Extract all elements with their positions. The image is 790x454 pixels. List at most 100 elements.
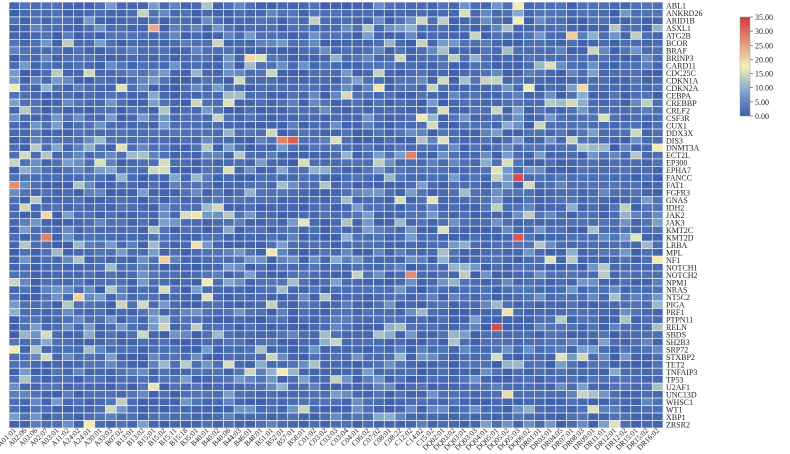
- heatmap-cell: [51, 240, 63, 249]
- heatmap-cell: [19, 308, 31, 317]
- heatmap-cell: [362, 68, 374, 78]
- heatmap-cell: [651, 285, 664, 294]
- heatmap-cell: [383, 91, 396, 100]
- heatmap-cell: [30, 61, 42, 70]
- heatmap-cell: [458, 16, 471, 25]
- heatmap-cell: [40, 405, 53, 414]
- heatmap-cell: [373, 24, 385, 33]
- heatmap-cell: [341, 397, 353, 406]
- heatmap-cell: [341, 151, 353, 160]
- heatmap-cell: [587, 375, 599, 384]
- heatmap-cell: [362, 106, 374, 115]
- heatmap-cell: [287, 76, 299, 85]
- heatmap-cell: [83, 121, 96, 130]
- heatmap-cell: [619, 1, 632, 10]
- heatmap-cell: [62, 352, 74, 362]
- heatmap-cell: [19, 76, 31, 85]
- heatmap-cell: [212, 308, 224, 317]
- heatmap-cell: [544, 352, 557, 362]
- heatmap-cell: [212, 285, 224, 294]
- heatmap-cell: [190, 218, 203, 227]
- heatmap-cell: [105, 106, 117, 115]
- heatmap-cell: [555, 46, 567, 55]
- heatmap-cell: [115, 203, 128, 212]
- heatmap-cell: [555, 54, 567, 63]
- heatmap-cell: [373, 46, 385, 55]
- heatmap-cell: [73, 367, 85, 376]
- heatmap-cell: [491, 24, 503, 33]
- heatmap-cell: [62, 121, 74, 130]
- heatmap-cell: [212, 397, 224, 406]
- heatmap-cell: [8, 397, 21, 406]
- heatmap-cell: [8, 113, 21, 122]
- heatmap-cell: [158, 255, 171, 264]
- heatmap-cell: [19, 121, 31, 130]
- heatmap-cell: [598, 210, 610, 220]
- heatmap-cell: [555, 68, 567, 78]
- heatmap-cell: [83, 46, 96, 55]
- heatmap-cell: [266, 1, 278, 10]
- heatmap-cell: [512, 113, 524, 122]
- heatmap-cell: [566, 166, 578, 175]
- heatmap-cell: [73, 285, 85, 294]
- heatmap-cell: [405, 382, 417, 391]
- heatmap-cell: [308, 233, 321, 242]
- heatmap-cell: [180, 308, 192, 317]
- heatmap-cell: [190, 225, 203, 234]
- heatmap-cell: [298, 405, 310, 414]
- heatmap-cell: [512, 24, 524, 33]
- heatmap-cell: [416, 263, 428, 272]
- heatmap-cell: [426, 240, 439, 249]
- heatmap-cell: [544, 263, 557, 272]
- heatmap-cell: [630, 196, 642, 205]
- heatmap-cell: [30, 31, 42, 40]
- heatmap-cell: [544, 240, 557, 249]
- heatmap-cell: [651, 225, 664, 234]
- heatmap-cell: [212, 278, 224, 287]
- heatmap-cell: [351, 367, 364, 376]
- heatmap-cell: [255, 166, 267, 175]
- heatmap-cell: [555, 166, 567, 175]
- heatmap-cell: [308, 210, 321, 220]
- heatmap-cell: [523, 308, 535, 317]
- heatmap-cell: [512, 315, 524, 324]
- heatmap-cell: [30, 1, 42, 10]
- heatmap-cell: [319, 225, 331, 234]
- heatmap-cell: [641, 158, 653, 167]
- heatmap-cell: [190, 16, 203, 25]
- heatmap-cell: [105, 98, 117, 107]
- heatmap-cell: [598, 278, 610, 287]
- heatmap-cell: [619, 158, 632, 167]
- heatmap-cell: [630, 218, 642, 227]
- heatmap-cell: [19, 240, 31, 249]
- heatmap-cell: [330, 300, 342, 309]
- heatmap-cell: [83, 210, 96, 220]
- heatmap-cell: [212, 218, 224, 227]
- heatmap-cell: [180, 158, 192, 167]
- heatmap-cell: [30, 263, 42, 272]
- heatmap-cell: [40, 233, 53, 242]
- heatmap-cell: [30, 315, 42, 324]
- heatmap-cell: [180, 1, 192, 10]
- heatmap-cell: [512, 83, 524, 92]
- heatmap-cell: [105, 9, 117, 18]
- heatmap-cell: [351, 225, 364, 234]
- heatmap-cell: [405, 203, 417, 212]
- heatmap-cell: [8, 263, 21, 272]
- heatmap-cell: [73, 16, 85, 25]
- heatmap-cell: [94, 16, 106, 25]
- heatmap-cell: [351, 54, 364, 63]
- heatmap-cell: [362, 113, 374, 122]
- heatmap-cell: [609, 397, 621, 406]
- heatmap-cell: [51, 128, 63, 137]
- heatmap-cell: [619, 233, 632, 242]
- heatmap-cell: [115, 158, 128, 167]
- heatmap-cell: [276, 106, 289, 115]
- heatmap-cell: [40, 173, 53, 182]
- heatmap-cell: [115, 225, 128, 234]
- heatmap-cell: [30, 196, 42, 205]
- heatmap-cell: [62, 330, 74, 339]
- heatmap-cell: [83, 113, 96, 122]
- heatmap-cell: [223, 338, 235, 347]
